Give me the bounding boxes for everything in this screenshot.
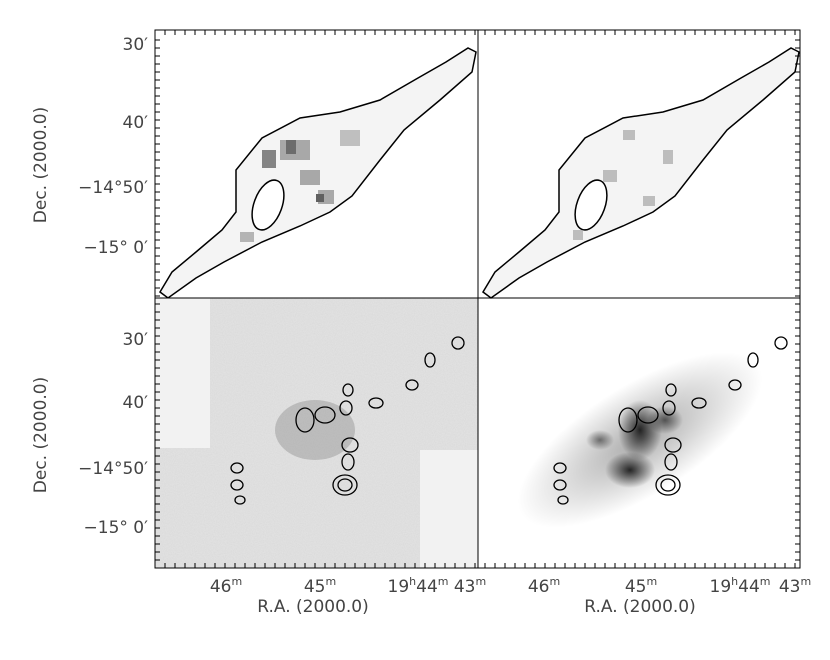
x-tick-part: h — [409, 575, 416, 588]
x-axis-title: R.A. (2000.0) — [257, 597, 369, 617]
x-tick-part: m — [438, 575, 449, 588]
x-tick-label: 19h44m — [710, 575, 771, 597]
y-tick-label: −15° 0′ — [84, 518, 149, 538]
panel-bottom-left — [155, 298, 478, 568]
x-tick-part: 43 — [454, 577, 476, 597]
x-tick-label: 46m — [210, 575, 242, 597]
x-tick-part: 45 — [625, 577, 647, 597]
x-tick-label: 46m — [528, 575, 560, 597]
x-tick-label: 43m — [454, 575, 486, 597]
y-tick-label: −14°50′ — [78, 459, 148, 479]
x-tick-label: 45m — [304, 575, 336, 597]
x-tick-part: m — [760, 575, 771, 588]
y-tick-label: 30′ — [123, 330, 149, 350]
x-tick-part: 43 — [779, 577, 801, 597]
x-tick-label: 19h44m — [388, 575, 449, 597]
x-tick-part: 44 — [738, 577, 760, 597]
x-tick-part: 19 — [710, 577, 732, 597]
x-axis-title: R.A. (2000.0) — [584, 597, 696, 617]
labels: 30′ 40′ −14°50′ −15° 0′ 30′ 40′ −14°50′ −15° 0′… — [31, 35, 811, 617]
x-tick-part: 45 — [304, 577, 326, 597]
x-tick-part: m — [800, 575, 811, 588]
x-tick-part: m — [646, 575, 657, 588]
x-tick-label: 45m — [625, 575, 657, 597]
y-axis-title: Dec. (2000.0) — [31, 377, 51, 493]
x-tick-label: 43m — [779, 575, 811, 597]
x-tick-part: m — [549, 575, 560, 588]
x-tick-part: m — [475, 575, 486, 588]
ticks — [155, 30, 800, 568]
y-tick-label: 30′ — [123, 35, 149, 55]
y-axis-title: Dec. (2000.0) — [31, 107, 51, 223]
y-tick-label: −14°50′ — [78, 178, 148, 198]
contours — [230, 336, 465, 505]
panel-bottom-right — [517, 352, 763, 528]
y-tick-label: 40′ — [123, 113, 149, 133]
y-tick-label: −15° 0′ — [84, 238, 149, 258]
y-tick-label: 40′ — [123, 393, 149, 413]
x-tick-part: m — [231, 575, 242, 588]
x-tick-part: 46 — [210, 577, 232, 597]
x-tick-part: h — [731, 575, 738, 588]
x-tick-part: 19 — [388, 577, 410, 597]
x-tick-part: m — [325, 575, 336, 588]
panel-top-left — [159, 47, 477, 299]
panel-top-right — [482, 47, 800, 299]
frames — [154, 29, 801, 569]
x-tick-part: 44 — [416, 577, 438, 597]
x-tick-part: 46 — [528, 577, 550, 597]
